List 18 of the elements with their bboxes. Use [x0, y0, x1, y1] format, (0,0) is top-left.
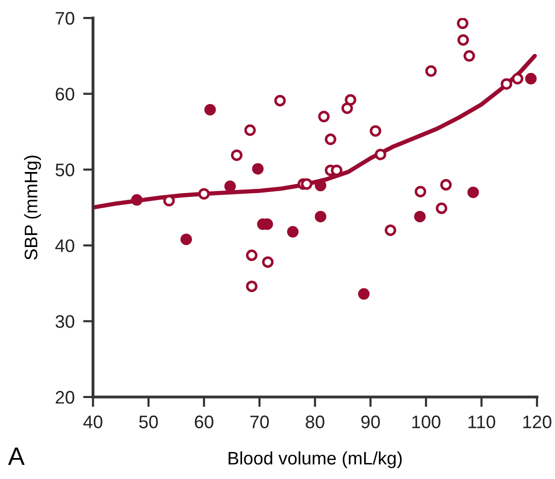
- y-tick-label: 60: [56, 88, 74, 101]
- x-tick-label: 40: [83, 416, 102, 428]
- x-tick-label: 100: [412, 416, 440, 428]
- x-tick-label: 110: [468, 416, 496, 428]
- y-tick-label: 30: [56, 315, 74, 328]
- x-tick-label: 50: [139, 416, 158, 428]
- text: A: [8, 448, 25, 465]
- x-tick-label: 120: [523, 416, 552, 428]
- y-tick-label: 40: [55, 239, 74, 252]
- y-axis-title: SBP (mmHg): [24, 156, 41, 260]
- x-tick-label: 80: [306, 416, 324, 428]
- y-tick-label: 50: [56, 164, 74, 176]
- y-tick-label: 20: [56, 390, 74, 404]
- x-tick-label: 90: [361, 416, 380, 428]
- x-tick-label: 60: [194, 416, 214, 428]
- x-axis-title: Blood volume (mL/kg): [228, 451, 402, 468]
- y-tick-label: 70: [56, 12, 74, 25]
- x-tick-label: 70: [250, 416, 269, 428]
